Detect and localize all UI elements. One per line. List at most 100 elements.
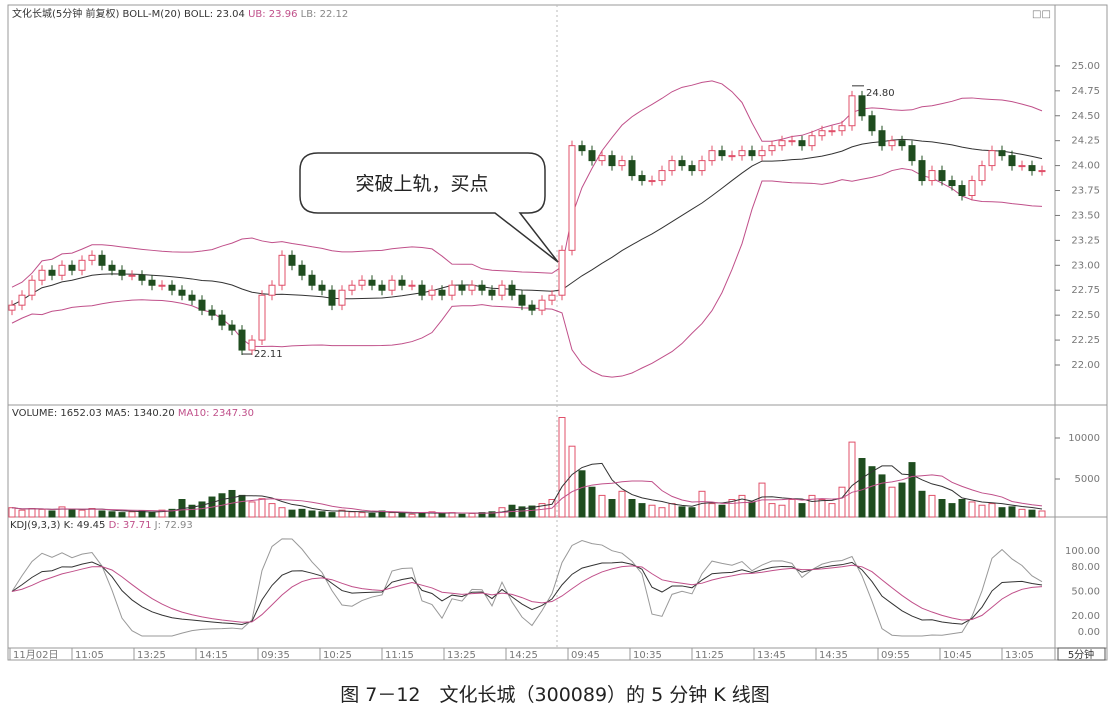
xaxis-tick-label: 11:25 bbox=[695, 650, 724, 661]
volume-bar bbox=[48, 510, 56, 518]
candle-body bbox=[698, 160, 706, 172]
candle-body bbox=[528, 304, 536, 311]
candle-body bbox=[818, 130, 826, 137]
candle-body bbox=[888, 140, 896, 147]
candle-body bbox=[308, 274, 316, 286]
candle-body bbox=[118, 269, 126, 276]
k-value: K: 49.45 bbox=[64, 520, 106, 531]
boll-lower-line bbox=[11, 167, 1043, 378]
volume-tick-label: 10000 bbox=[1068, 433, 1100, 444]
candle-body bbox=[1028, 165, 1036, 172]
candle-body bbox=[28, 279, 36, 296]
candle-body bbox=[718, 150, 726, 157]
volume-bar bbox=[98, 510, 106, 518]
candle-body bbox=[168, 284, 176, 291]
xaxis-tick-label: 09:45 bbox=[571, 650, 600, 661]
period-label[interactable]: 5分钟 bbox=[1068, 648, 1094, 661]
volume-bar bbox=[958, 499, 966, 518]
volume-bar bbox=[1018, 508, 1026, 518]
kdj-tick-label: 50.00 bbox=[1071, 587, 1100, 598]
candle-body bbox=[788, 140, 796, 143]
xaxis-tick-label: 11:05 bbox=[75, 650, 104, 661]
candle-body bbox=[678, 160, 686, 167]
candle-body bbox=[908, 145, 916, 162]
price-tick-label: 25.00 bbox=[1071, 61, 1100, 72]
candle-body bbox=[1038, 170, 1046, 173]
candle-body bbox=[388, 279, 396, 291]
candle-body bbox=[338, 289, 346, 306]
period-box[interactable] bbox=[1057, 647, 1106, 661]
volume-bar bbox=[848, 441, 856, 518]
candle-body bbox=[98, 254, 106, 266]
candle-body bbox=[508, 284, 516, 296]
callout-shape bbox=[299, 152, 559, 263]
volume-bar bbox=[328, 512, 336, 518]
kdj-tick-label: 0.00 bbox=[1078, 627, 1100, 638]
volume-bar bbox=[998, 507, 1006, 518]
candle-body bbox=[958, 185, 966, 197]
j-value: J: 72.93 bbox=[154, 520, 193, 531]
volume-bar bbox=[408, 513, 416, 518]
price-tick-label: 23.00 bbox=[1071, 260, 1100, 271]
boll-name: BOLL-M(20) bbox=[123, 9, 181, 20]
lb-value: LB: 22.12 bbox=[301, 9, 349, 20]
volume-bar bbox=[658, 507, 666, 518]
volume-bar bbox=[1028, 509, 1036, 518]
xaxis-tick-label: 13:45 bbox=[757, 650, 786, 661]
volume-bar bbox=[938, 499, 946, 518]
candle-body bbox=[668, 160, 676, 172]
callout-bubble: 突破上轨，买点 bbox=[299, 152, 559, 263]
kdj-j-line bbox=[11, 538, 1043, 637]
xaxis-tick-label: 11月02日 bbox=[13, 649, 58, 661]
chart-title: 文化长城(5分钟 前复权) BOLL-M(20) BOLL: 23.04 UB:… bbox=[12, 7, 348, 20]
candle-body bbox=[128, 274, 136, 277]
volume-bar bbox=[78, 509, 86, 518]
volume-bar bbox=[1038, 510, 1046, 518]
volume-bar bbox=[968, 501, 976, 518]
candle-body bbox=[798, 140, 806, 147]
window-buttons-icon[interactable]: □□ bbox=[1032, 9, 1051, 20]
volume-bar bbox=[1008, 506, 1016, 518]
volume-bar bbox=[528, 505, 536, 518]
candle-body bbox=[468, 284, 476, 291]
volume-bar bbox=[878, 474, 886, 518]
volume-bar bbox=[188, 504, 196, 518]
volume-bar bbox=[108, 511, 116, 518]
xaxis-tick-label: 13:25 bbox=[447, 650, 476, 661]
kdj-panel bbox=[11, 538, 1043, 637]
candle-body bbox=[688, 165, 696, 172]
volume-bar bbox=[558, 417, 566, 518]
candle-body bbox=[458, 284, 466, 291]
candle-body bbox=[998, 150, 1006, 157]
candle-body bbox=[288, 254, 296, 266]
candle-body bbox=[968, 180, 976, 197]
high-annotation: 24.80 bbox=[866, 88, 895, 99]
volume-bar bbox=[648, 504, 656, 518]
volume-bar bbox=[978, 504, 986, 518]
volume-bar bbox=[928, 494, 936, 518]
xaxis-tick-label: 09:55 bbox=[881, 650, 910, 661]
xaxis-tick-label: 14:35 bbox=[819, 650, 848, 661]
volume-bar bbox=[608, 499, 616, 518]
candle-body bbox=[68, 264, 76, 271]
candle-body bbox=[838, 125, 846, 132]
volume-bar bbox=[268, 503, 276, 518]
candle-body bbox=[928, 170, 936, 182]
volume-bar bbox=[738, 494, 746, 518]
xaxis-tick-label: 14:15 bbox=[199, 650, 228, 661]
volume-bar bbox=[358, 512, 366, 518]
volume-bar bbox=[788, 499, 796, 518]
xaxis-tick-label: 14:25 bbox=[509, 650, 538, 661]
volume-bar bbox=[38, 508, 46, 518]
candle-body bbox=[938, 170, 946, 182]
volume-bar bbox=[628, 499, 636, 518]
volume-bar bbox=[438, 512, 446, 518]
xaxis-tick-label: 13:05 bbox=[1005, 650, 1034, 661]
candle-body bbox=[858, 95, 866, 117]
volume-tick-label: 5000 bbox=[1075, 474, 1100, 485]
volume-bar bbox=[168, 508, 176, 518]
candle-body bbox=[188, 294, 196, 301]
kdj-tick-label: 20.00 bbox=[1071, 611, 1100, 622]
candle-body bbox=[238, 329, 246, 351]
figure-caption: 图 7－12 文化长城（300089）的 5 分钟 K 线图 bbox=[340, 684, 770, 706]
